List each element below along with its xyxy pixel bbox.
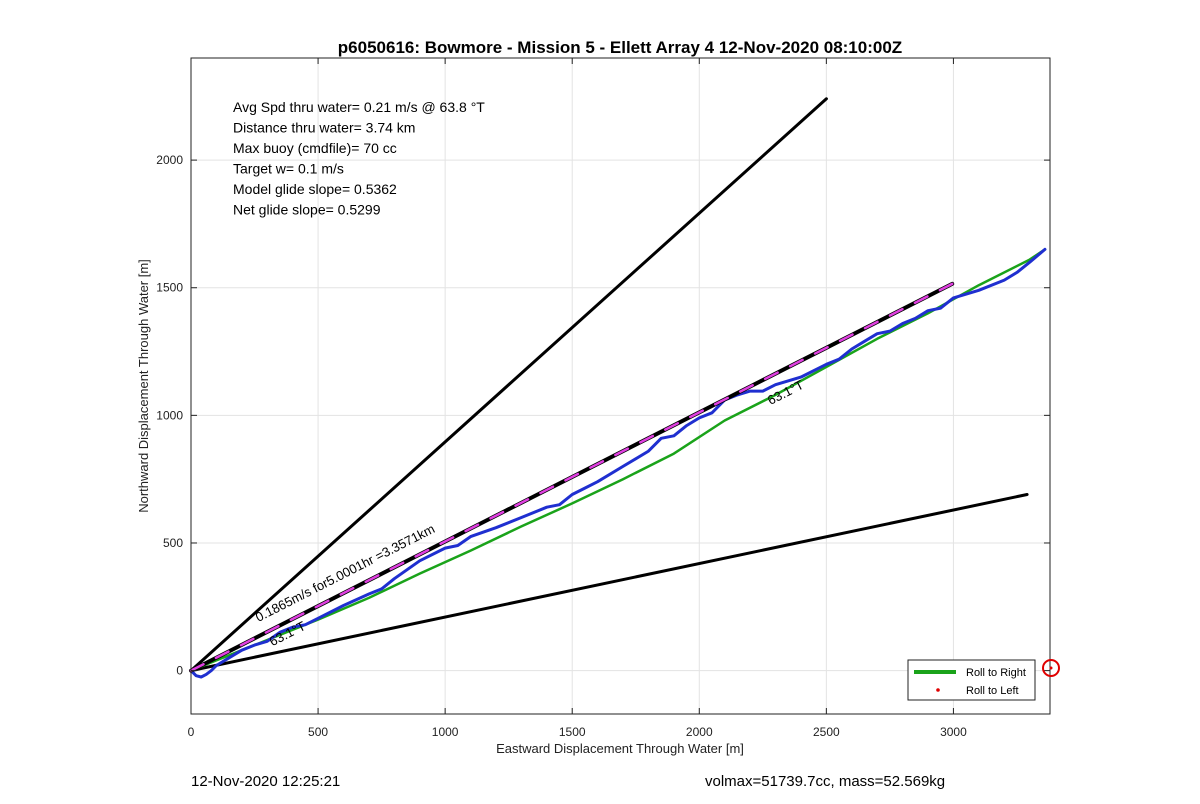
x-tick-label: 3000 <box>940 725 967 739</box>
x-tick-label: 500 <box>308 725 328 739</box>
info-line: Net glide slope= 0.5299 <box>233 202 381 218</box>
x-tick-label: 1500 <box>559 725 586 739</box>
x-tick-label: 0 <box>188 725 195 739</box>
legend-label-roll-left: Roll to Left <box>966 685 1019 697</box>
chart-title: p6050616: Bowmore - Mission 5 - Ellett A… <box>338 38 902 57</box>
y-tick-label: 0 <box>176 664 183 678</box>
y-tick-label: 500 <box>163 536 183 550</box>
plot-frame <box>190 57 1051 715</box>
x-tick-label: 2500 <box>813 725 840 739</box>
info-line: Model glide slope= 0.5362 <box>233 181 397 197</box>
legend-box: Roll to Right Roll to Left <box>907 659 1036 701</box>
y-tick-label: 1000 <box>156 408 183 422</box>
y-tick-label: 2000 <box>156 153 183 167</box>
series-track <box>189 247 1047 679</box>
series-bound-upper <box>189 97 828 673</box>
series-bound-lower <box>189 493 1029 673</box>
info-line: Target w= 0.1 m/s <box>233 161 344 177</box>
info-line: Max buoy (cmdfile)= 70 cc <box>233 140 397 156</box>
footer-stats: volmax=51739.7cc, mass=52.569kg <box>705 773 946 790</box>
x-tick-label: 1000 <box>432 725 459 739</box>
x-tick-label: 2000 <box>686 725 713 739</box>
grid-lines <box>190 58 1050 714</box>
info-text-block: Avg Spd thru water= 0.21 m/s @ 63.8 °T Di… <box>233 99 485 218</box>
end-marker-dot <box>1049 666 1053 670</box>
footer-timestamp: 12-Nov-2020 12:25:21 <box>191 773 341 790</box>
info-line: Avg Spd thru water= 0.21 m/s @ 63.8 °T <box>233 99 485 115</box>
info-line: Distance thru water= 3.74 km <box>233 120 415 136</box>
x-axis-label: Eastward Displacement Through Water [m] <box>496 741 744 756</box>
series-vector-magenta-dash <box>189 282 954 672</box>
y-axis-label: Northward Displacement Through Water [m] <box>136 259 151 513</box>
axis-ticks: 0 500 1000 1500 2000 2500 3000 0 500 1000 1500 2000 <box>156 58 1050 739</box>
end-marker-circle <box>1042 659 1060 677</box>
chart-series <box>189 97 1047 679</box>
legend-label-roll-right: Roll to Right <box>966 667 1026 679</box>
y-tick-label: 1500 <box>156 281 183 295</box>
legend-swatch-roll-left <box>936 688 940 692</box>
